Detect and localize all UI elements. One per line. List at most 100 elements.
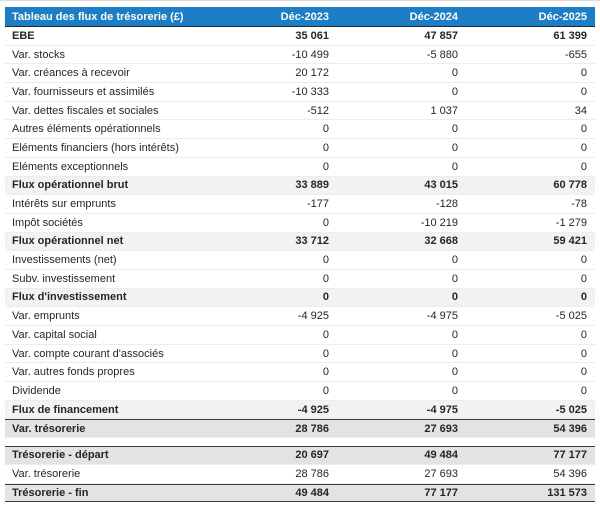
row-value: 77 177	[553, 449, 587, 462]
row-value: 1 037	[430, 104, 458, 117]
row-value: 43 015	[424, 179, 458, 192]
table-row-autres-elements: Autres éléments opérationnels 0 0 0	[5, 120, 595, 140]
row-value: -4 925	[297, 403, 329, 416]
row-value: 35 061	[295, 29, 329, 42]
row-value: 49 484	[424, 449, 458, 462]
table-row-subv-investissement: Subv. investissement 0 0 0	[5, 269, 595, 289]
row-value: 0	[322, 141, 329, 154]
table-row-var-tresorerie-total: Var. trésorerie 28 786 27 693 54 396	[5, 419, 595, 439]
row-value: 28 786	[295, 467, 329, 480]
row-value: 0	[451, 123, 458, 136]
column-header-dec-2024: Déc-2024	[409, 10, 458, 23]
row-label: Flux de financement	[12, 403, 119, 416]
row-value: 54 396	[553, 422, 587, 435]
row-value: -128	[435, 198, 458, 211]
row-value: 0	[580, 366, 587, 379]
row-label: Var. trésorerie	[12, 422, 86, 435]
row-label: EBE	[12, 29, 35, 42]
row-label: Var. fournisseurs et assimilés	[12, 85, 155, 98]
row-value: 33 712	[295, 235, 329, 248]
row-value: 34	[574, 104, 587, 117]
row-value: 47 857	[424, 29, 458, 42]
table-row-var-tresorerie-summary: Var. trésorerie 28 786 27 693 54 396	[5, 464, 595, 484]
row-value: 0	[580, 85, 587, 98]
table-row-var-autres-fonds: Var. autres fonds propres 0 0 0	[5, 363, 595, 383]
row-value: 0	[580, 347, 587, 360]
row-label: Var. emprunts	[12, 310, 80, 323]
row-label: Eléments financiers (hors intérêts)	[12, 141, 179, 154]
row-label: Flux opérationnel net	[12, 235, 124, 248]
row-value: -4 975	[426, 310, 458, 323]
table-row-var-emprunts: Var. emprunts -4 925 -4 975 -5 025	[5, 307, 595, 326]
row-value: 0	[580, 291, 587, 304]
row-value: 0	[580, 160, 587, 173]
table-row-investissements: Investissements (net) 0 0 0	[5, 251, 595, 270]
row-value: 0	[580, 254, 587, 267]
row-value: 0	[322, 384, 329, 397]
row-value: 0	[451, 67, 458, 80]
table-row-var-stocks: Var. stocks -10 499 -5 880 -655	[5, 45, 595, 65]
row-value: 0	[322, 347, 329, 360]
table-row-elements-exceptionnels: Eléments exceptionnels 0 0 0	[5, 157, 595, 177]
row-value: -1 279	[555, 216, 587, 229]
row-value: 0	[322, 254, 329, 267]
page-top-divider	[0, 0, 600, 1]
row-label: Var. dettes fiscales et sociales	[12, 104, 159, 117]
row-value: 33 889	[295, 179, 329, 192]
table-row-flux-operationnel-net: Flux opérationnel net 33 712 32 668 59 4…	[5, 232, 595, 252]
section-gap	[5, 438, 595, 446]
row-value: 0	[322, 291, 329, 304]
row-value: -5 025	[555, 310, 587, 323]
row-value: 0	[580, 67, 587, 80]
row-value: 59 421	[553, 235, 587, 248]
row-label: Dividende	[12, 384, 61, 397]
row-label: Flux d'investissement	[12, 291, 127, 304]
row-value: -177	[306, 198, 329, 211]
row-value: 0	[451, 141, 458, 154]
row-label: Var. compte courant d'associés	[12, 347, 164, 360]
row-value: -4 975	[426, 403, 458, 416]
column-header-dec-2023: Déc-2023	[280, 10, 329, 23]
row-value: -10 333	[291, 85, 329, 98]
row-label: Var. trésorerie	[12, 467, 81, 480]
row-label: Investissements (net)	[12, 254, 117, 267]
row-value: 0	[322, 123, 329, 136]
row-value: 20 697	[295, 449, 329, 462]
row-value: -512	[306, 104, 329, 117]
row-label: Eléments exceptionnels	[12, 160, 129, 173]
table-row-flux-operationnel-brut: Flux opérationnel brut 33 889 43 015 60 …	[5, 176, 595, 196]
row-value: 0	[580, 272, 587, 285]
row-value: -5 880	[426, 48, 458, 61]
row-value: 28 786	[295, 422, 329, 435]
row-value: 0	[580, 123, 587, 136]
row-value: 0	[322, 272, 329, 285]
row-value: 0	[322, 328, 329, 341]
row-value: 131 573	[547, 486, 587, 499]
row-value: 54 396	[553, 467, 587, 480]
row-label: Trésorerie - départ	[12, 449, 109, 462]
row-label: Trésorerie - fin	[12, 486, 89, 499]
table-row-ebe: EBE 35 061 47 857 61 399	[5, 27, 595, 46]
row-value: 32 668	[424, 235, 458, 248]
row-value: 49 484	[295, 486, 329, 499]
row-value: 60 778	[553, 179, 587, 192]
row-value: -78	[571, 198, 587, 211]
row-value: 0	[451, 347, 458, 360]
cash-flow-table: Tableau des flux de trésorerie (£) Déc-2…	[5, 7, 595, 503]
row-label: Var. stocks	[12, 48, 65, 61]
row-label: Intérêts sur emprunts	[12, 198, 116, 211]
row-label: Autres éléments opérationnels	[12, 123, 161, 136]
row-value: 0	[451, 254, 458, 267]
table-row-dividende: Dividende 0 0 0	[5, 382, 595, 401]
row-value: 77 177	[424, 486, 458, 499]
row-value: 0	[451, 85, 458, 98]
table-row-tresorerie-depart: Trésorerie - départ 20 697 49 484 77 177	[5, 446, 595, 465]
row-value: 0	[451, 160, 458, 173]
row-label: Var. capital social	[12, 328, 97, 341]
row-value: 0	[580, 328, 587, 341]
table-row-interets-emprunts: Intérêts sur emprunts -177 -128 -78	[5, 195, 595, 214]
row-value: 0	[580, 384, 587, 397]
row-value: 20 172	[295, 67, 329, 80]
row-value: -10 219	[420, 216, 458, 229]
row-value: 0	[451, 384, 458, 397]
